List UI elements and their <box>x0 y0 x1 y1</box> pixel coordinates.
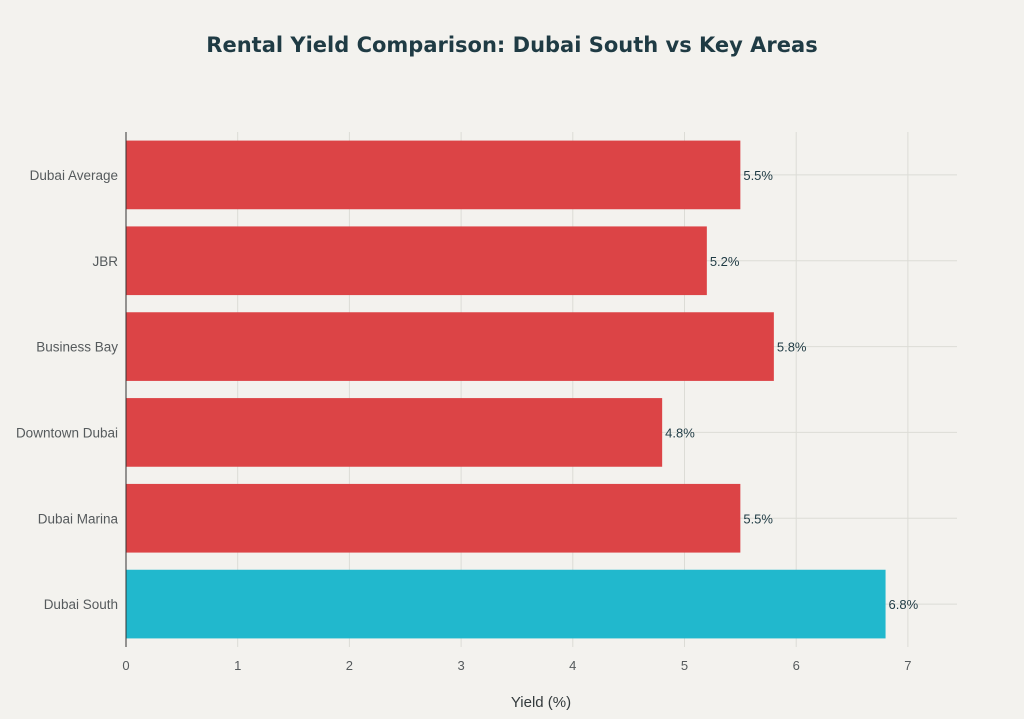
category-label: JBR <box>92 254 118 269</box>
bar <box>126 569 886 639</box>
bar-value-label: 6.8% <box>889 597 919 612</box>
bars <box>126 140 886 639</box>
bar <box>126 398 663 467</box>
x-tick-label: 0 <box>122 658 129 673</box>
x-axis-title: Yield (%) <box>511 694 571 711</box>
category-label: Business Bay <box>36 340 118 355</box>
category-label: Dubai South <box>44 597 118 612</box>
chart-title: Rental Yield Comparison: Dubai South vs … <box>206 33 817 57</box>
x-tick-label: 2 <box>346 658 353 673</box>
axes: 0 1 2 3 4 5 6 7 Dubai South Dubai Marina Downtown … <box>16 132 912 673</box>
bar-value-label: 5.2% <box>710 254 740 269</box>
category-label: Dubai Marina <box>38 511 119 526</box>
bar-value-label: 5.8% <box>777 340 807 355</box>
bar <box>126 140 741 210</box>
bar-value-label: 4.8% <box>665 425 695 440</box>
data-labels: 6.8% 5.5% 4.8% 5.8% 5.2% 5.5% <box>665 168 918 612</box>
bar <box>126 312 774 381</box>
x-tick-label: 1 <box>234 658 241 673</box>
x-tick-label: 6 <box>793 658 800 673</box>
category-label: Dubai Average <box>30 168 118 183</box>
x-tick-label: 5 <box>681 658 688 673</box>
bar <box>126 483 741 553</box>
bar <box>126 226 707 296</box>
x-tick-label: 3 <box>457 658 464 673</box>
x-tick-label: 7 <box>904 658 911 673</box>
x-tick-label: 4 <box>569 658 576 673</box>
bar-value-label: 5.5% <box>743 511 773 526</box>
category-label: Downtown Dubai <box>16 425 118 440</box>
bar-value-label: 5.5% <box>743 168 773 183</box>
